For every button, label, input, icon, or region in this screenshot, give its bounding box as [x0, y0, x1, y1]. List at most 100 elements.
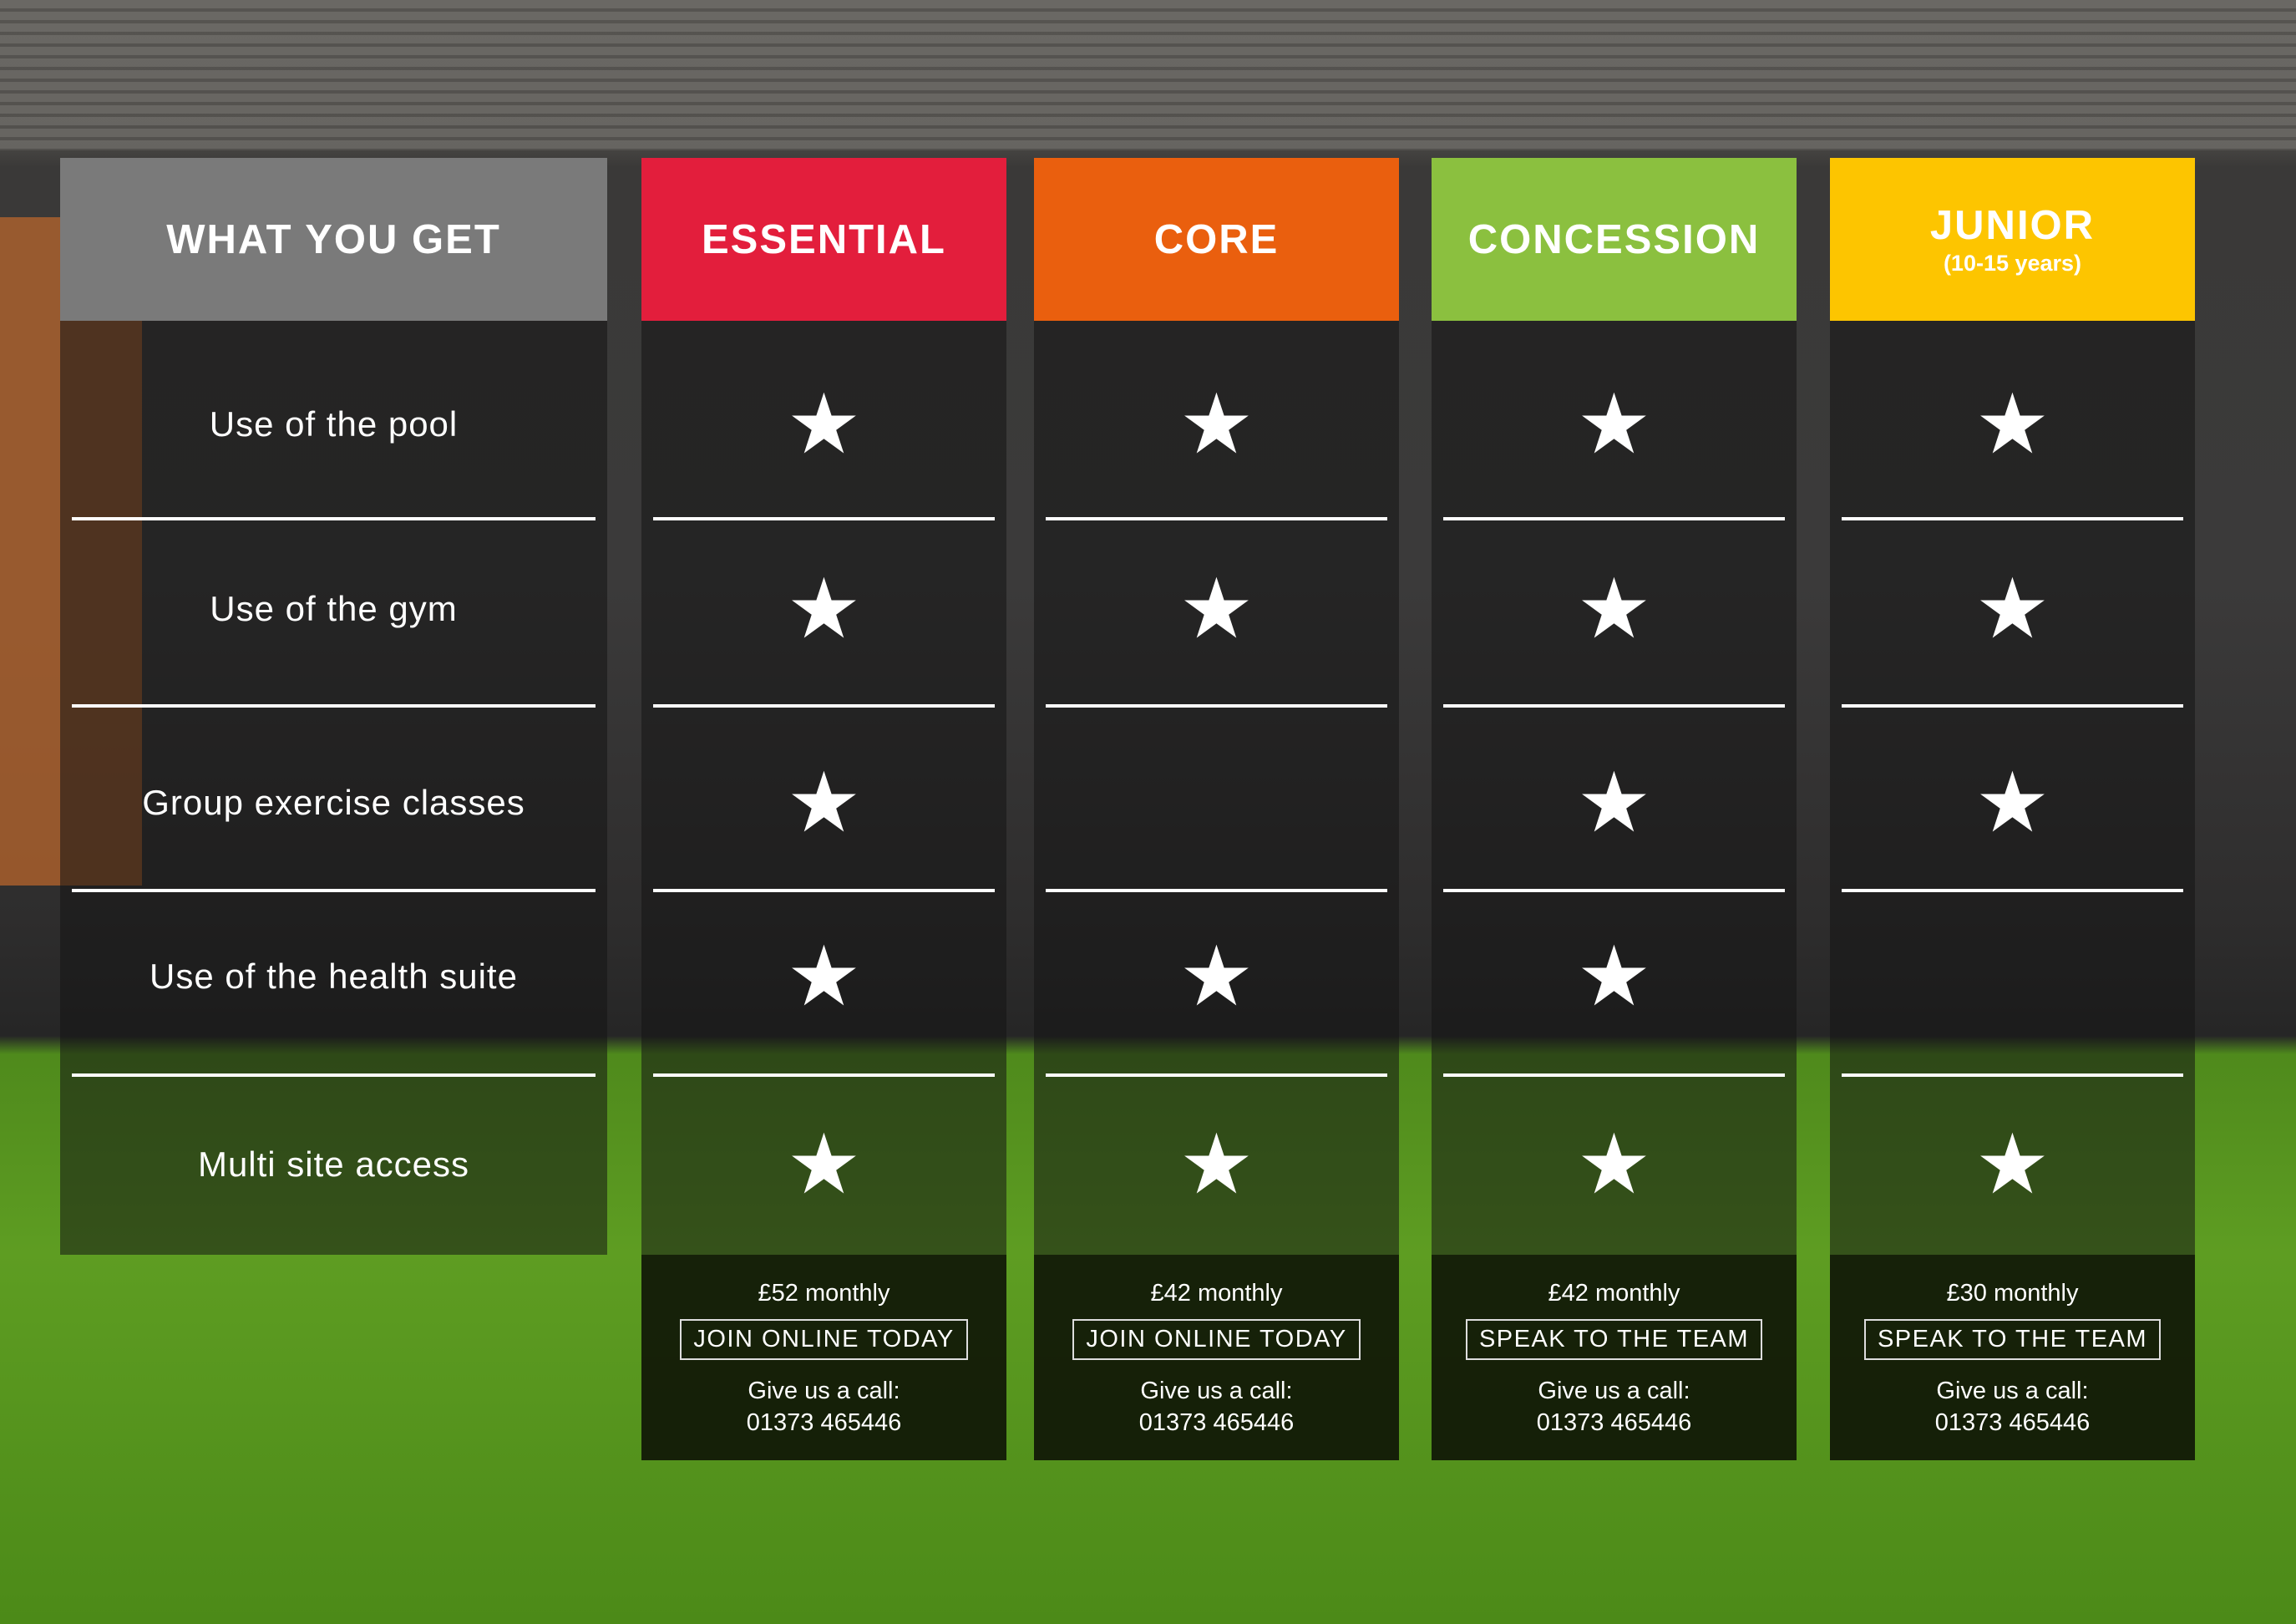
plan-name: ESSENTIAL — [702, 216, 946, 262]
row-divider — [653, 704, 995, 708]
plan-price: £42 monthly — [1548, 1280, 1680, 1307]
plan-cta-button[interactable]: SPEAK TO THE TEAM — [1863, 1319, 2162, 1360]
star-icon: ★ — [1974, 378, 2050, 471]
call-label: Give us a call: — [1140, 1378, 1293, 1404]
plan-price: £42 monthly — [1150, 1280, 1283, 1307]
plan-name: JUNIOR — [1929, 203, 2096, 248]
star-icon: ★ — [1178, 1118, 1254, 1211]
plan-feature-cell: ★ — [1432, 567, 1797, 651]
star-icon: ★ — [1576, 930, 1652, 1023]
plan-body — [1830, 321, 2195, 1255]
plan-feature-cell: ★ — [641, 1123, 1006, 1206]
feature-row: Multi site access — [60, 1131, 607, 1198]
row-divider — [72, 704, 596, 708]
plan-body — [1432, 321, 1797, 1255]
plan-column-junior: JUNIOR (10-15 years) £30 monthly SPEAK T… — [1830, 158, 2195, 1460]
row-divider — [1443, 517, 1785, 520]
features-header-title: WHAT YOU GET — [166, 216, 501, 262]
phone-number[interactable]: 01373 465446 — [1934, 1409, 2091, 1436]
plan-body — [1034, 321, 1399, 1255]
plan-feature-cell: ★ — [1432, 935, 1797, 1018]
plan-price: £30 monthly — [1946, 1280, 2079, 1307]
plan-feature-cell: ★ — [1432, 761, 1797, 845]
star-icon: ★ — [1178, 930, 1254, 1023]
star-icon: ★ — [1178, 562, 1254, 656]
call-label: Give us a call: — [1538, 1378, 1690, 1404]
features-column: WHAT YOU GET Use of the pool Use of the g… — [60, 158, 607, 1255]
plan-name: CONCESSION — [1467, 216, 1761, 262]
plan-feature-cell: ★ — [1034, 383, 1399, 466]
phone-number[interactable]: 01373 465446 — [1536, 1409, 1692, 1436]
call-label: Give us a call: — [1936, 1378, 2089, 1404]
row-divider — [1046, 704, 1387, 708]
feature-label: Group exercise classes — [142, 783, 525, 822]
row-divider — [1842, 704, 2183, 708]
plan-feature-cell: ★ — [1432, 383, 1797, 466]
row-divider — [72, 1073, 596, 1077]
row-divider — [653, 517, 995, 520]
feature-row: Group exercise classes — [60, 769, 607, 836]
call-label: Give us a call: — [748, 1378, 900, 1404]
phone-number[interactable]: 01373 465446 — [746, 1409, 902, 1436]
plan-feature-cell: ★ — [641, 761, 1006, 845]
plan-header: CORE — [1034, 158, 1399, 321]
plan-feature-cell: ★ — [1830, 1123, 2195, 1206]
row-divider — [653, 889, 995, 892]
star-icon: ★ — [786, 378, 862, 471]
star-icon: ★ — [1974, 756, 2050, 850]
plan-feature-cell: ★ — [641, 935, 1006, 1018]
plan-feature-cell: ★ — [1432, 1123, 1797, 1206]
row-divider — [1842, 889, 2183, 892]
plan-cta-button[interactable]: SPEAK TO THE TEAM — [1465, 1319, 1763, 1360]
plan-feature-cell: ★ — [1034, 935, 1399, 1018]
plan-subtitle: (10-15 years) — [1943, 251, 2082, 276]
features-body — [60, 321, 607, 1255]
background-ceiling — [0, 0, 2296, 150]
plan-header: CONCESSION — [1432, 158, 1797, 321]
feature-label: Use of the gym — [210, 589, 458, 628]
features-header: WHAT YOU GET — [60, 158, 607, 321]
plan-header: JUNIOR (10-15 years) — [1830, 158, 2195, 321]
star-icon: ★ — [1974, 562, 2050, 656]
star-icon: ★ — [1576, 562, 1652, 656]
feature-label: Multi site access — [197, 1144, 470, 1184]
feature-label: Use of the pool — [209, 404, 459, 444]
row-divider — [1443, 1073, 1785, 1077]
plan-feature-cell: ★ — [641, 383, 1006, 466]
plan-feature-cell: ★ — [1830, 567, 2195, 651]
feature-row: Use of the gym — [60, 576, 607, 642]
star-icon: ★ — [1576, 378, 1652, 471]
plan-feature-cell: ★ — [1830, 383, 2195, 466]
plan-footer: £52 monthly JOIN ONLINE TODAY Give us a … — [641, 1255, 1006, 1460]
plan-feature-cell: ★ — [1830, 761, 2195, 845]
plan-feature-cell: ★ — [1034, 567, 1399, 651]
plan-footer: £42 monthly JOIN ONLINE TODAY Give us a … — [1034, 1255, 1399, 1460]
feature-row: Use of the pool — [60, 391, 607, 458]
row-divider — [653, 1073, 995, 1077]
star-icon: ★ — [1576, 756, 1652, 850]
star-icon: ★ — [1178, 378, 1254, 471]
phone-number[interactable]: 01373 465446 — [1138, 1409, 1295, 1436]
row-divider — [1046, 517, 1387, 520]
plan-header: ESSENTIAL — [641, 158, 1006, 321]
row-divider — [1046, 889, 1387, 892]
plan-column-concession: CONCESSION £42 monthly SPEAK TO THE TEAM… — [1432, 158, 1797, 1460]
star-icon: ★ — [786, 1118, 862, 1211]
plan-feature-cell: ★ — [641, 567, 1006, 651]
star-icon: ★ — [786, 756, 862, 850]
row-divider — [72, 517, 596, 520]
star-icon: ★ — [786, 562, 862, 656]
plan-cta-button[interactable]: JOIN ONLINE TODAY — [1072, 1319, 1361, 1360]
plan-price: £52 monthly — [758, 1280, 890, 1307]
plan-column-essential: ESSENTIAL £52 monthly JOIN ONLINE TODAY … — [641, 158, 1006, 1460]
plan-cta-button[interactable]: JOIN ONLINE TODAY — [680, 1319, 968, 1360]
plan-feature-cell: ★ — [1034, 1123, 1399, 1206]
plan-footer: £42 monthly SPEAK TO THE TEAM Give us a … — [1432, 1255, 1797, 1460]
plan-body — [641, 321, 1006, 1255]
row-divider — [1443, 704, 1785, 708]
row-divider — [1443, 889, 1785, 892]
row-divider — [72, 889, 596, 892]
feature-row: Use of the health suite — [60, 943, 607, 1010]
row-divider — [1842, 517, 2183, 520]
plan-column-core: CORE £42 monthly JOIN ONLINE TODAY Give … — [1034, 158, 1399, 1460]
